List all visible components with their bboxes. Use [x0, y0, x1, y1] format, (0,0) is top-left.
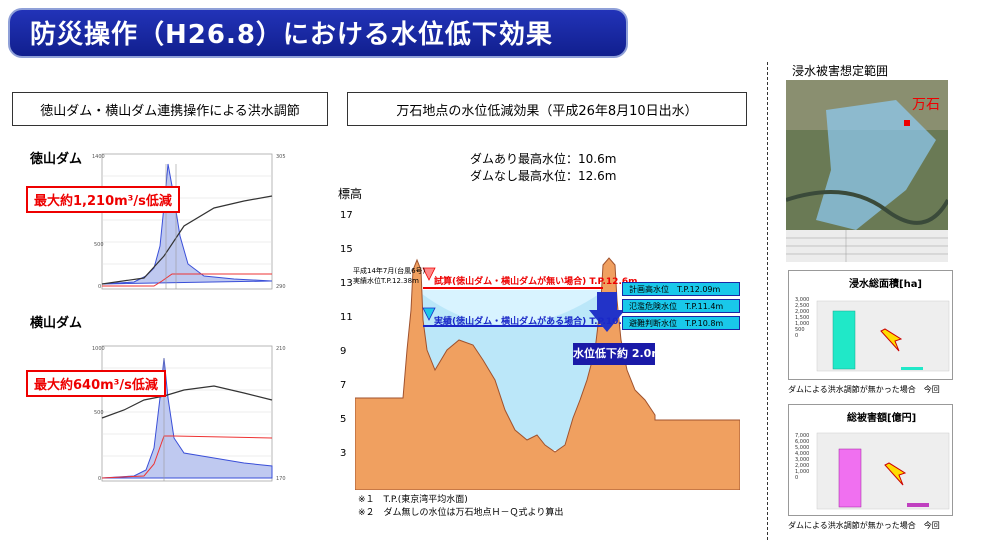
svg-text:500: 500 [94, 410, 104, 416]
area-chart-title: 浸水総面積[ha] [849, 279, 923, 290]
damage-chart-yticks: 7,000 6,000 5,000 4,000 3,000 2,000 1,00… [795, 433, 815, 481]
left-panel-label: 徳山ダム・横山ダム連携操作による洪水調節 [12, 92, 328, 126]
y-tick: 5,000 [795, 445, 810, 451]
y-tick: 4,000 [795, 451, 810, 457]
y-tick: 3,000 [795, 297, 810, 303]
panel-separator [767, 62, 768, 540]
flood-map [786, 80, 948, 262]
map-location-label: 万石 [912, 97, 940, 113]
y-tick: 0 [795, 333, 799, 339]
y-tick: 2,000 [795, 309, 810, 315]
estimate-level-label: 試算(徳山ダム・横山ダムが無い場合) T.P.12.6m [434, 277, 638, 287]
y-tick: 1,500 [795, 315, 810, 321]
svg-text:1400: 1400 [92, 154, 105, 160]
y-axis-ticks: 17 15 13 11 9 7 5 3 [340, 210, 354, 470]
area-chart: 浸水総面積[ha] 3,000 2,500 2,000 1,500 1,000 … [788, 270, 953, 380]
area-chart-yticks: 3,000 2,500 2,000 1,500 1,000 500 0 [795, 297, 815, 339]
y-tick: 17 [340, 210, 353, 221]
svg-text:290: 290 [276, 284, 286, 290]
middle-panel-label: 万石地点の水位低減効果（平成26年8月10日出水） [347, 92, 747, 126]
svg-text:210: 210 [276, 346, 286, 352]
damage-chart-plot [816, 432, 950, 510]
levee-note-1: 平成14年7月(台風6号) [353, 267, 426, 275]
svg-text:1000: 1000 [92, 346, 105, 352]
yokoyama-reduction-callout: 最大約640m³/s低減 [26, 370, 166, 397]
svg-text:305: 305 [276, 154, 286, 160]
y-tick: 13 [340, 278, 353, 289]
map-title: 浸水被害想定範囲 [792, 64, 889, 78]
water-drop-label: 水位低下約 2.0m [573, 343, 663, 365]
y-tick: 11 [340, 312, 353, 323]
evacuation-level: 避難判断水位 T.P.10.8m [622, 316, 740, 330]
tokuyama-hydrograph: 140010005000305290 [92, 153, 286, 290]
footnote-1: ※１ T.P.(東京湾平均水面) [358, 495, 468, 505]
damage-chart-caption: ダムによる洪水調節が無かった場合 今回 [788, 521, 940, 530]
page-title: 防災操作（H26.8）における水位低下効果 [30, 20, 553, 50]
svg-text:0: 0 [98, 476, 101, 482]
svg-text:500: 500 [94, 242, 104, 248]
y-tick: 7,000 [795, 433, 810, 439]
y-tick: 500 [795, 327, 805, 333]
y-tick: 6,000 [795, 439, 810, 445]
yokoyama-dam-name: 横山ダム [30, 316, 83, 331]
y-tick: 5 [340, 414, 347, 425]
damage-chart-title: 総被害額[億円] [847, 413, 917, 424]
y-tick: 1,000 [795, 469, 810, 475]
flood-danger-level: 氾濫危険水位 T.P.11.4m [622, 299, 740, 313]
tokuyama-dam-name: 徳山ダム [30, 152, 83, 167]
river-cross-section [355, 257, 740, 490]
levee-note-2: 実績水位T.P.12.38m [353, 277, 419, 285]
y-tick: 3,000 [795, 457, 810, 463]
y-tick: 2,500 [795, 303, 810, 309]
tokuyama-reduction-callout: 最大約1,210m³/s低減 [26, 186, 180, 213]
y-tick: 1,000 [795, 321, 810, 327]
y-tick: 2,000 [795, 463, 810, 469]
with-dam-max-level: ダムあり最高水位：10.6m [470, 152, 617, 166]
plan-water-level: 計画高水位 T.P.12.09m [622, 282, 740, 296]
actual-level-label: 実績(徳山ダム・横山ダムがある場合) T.P.10.6m [434, 317, 638, 327]
svg-text:0: 0 [98, 284, 101, 290]
y-tick: 9 [340, 346, 347, 357]
without-dam-max-level: ダムなし最高水位：12.6m [470, 169, 617, 183]
y-axis-label: 標高 [338, 187, 363, 201]
area-chart-caption: ダムによる洪水調節が無かった場合 今回 [788, 385, 940, 394]
y-tick: 0 [795, 475, 799, 481]
svg-text:170: 170 [276, 476, 286, 482]
yokoyama-hydrograph: 1000 500 0 210 170 [92, 345, 286, 482]
footnote-2: ※２ ダム無しの水位は万石地点Ｈ－Ｑ式より算出 [358, 508, 564, 518]
y-tick: 3 [340, 448, 347, 459]
title-banner [8, 8, 628, 58]
area-chart-plot [816, 300, 950, 372]
y-tick: 15 [340, 244, 353, 255]
damage-chart: 総被害額[億円] 7,000 6,000 5,000 4,000 3,000 2… [788, 404, 953, 516]
y-tick: 7 [340, 380, 347, 391]
